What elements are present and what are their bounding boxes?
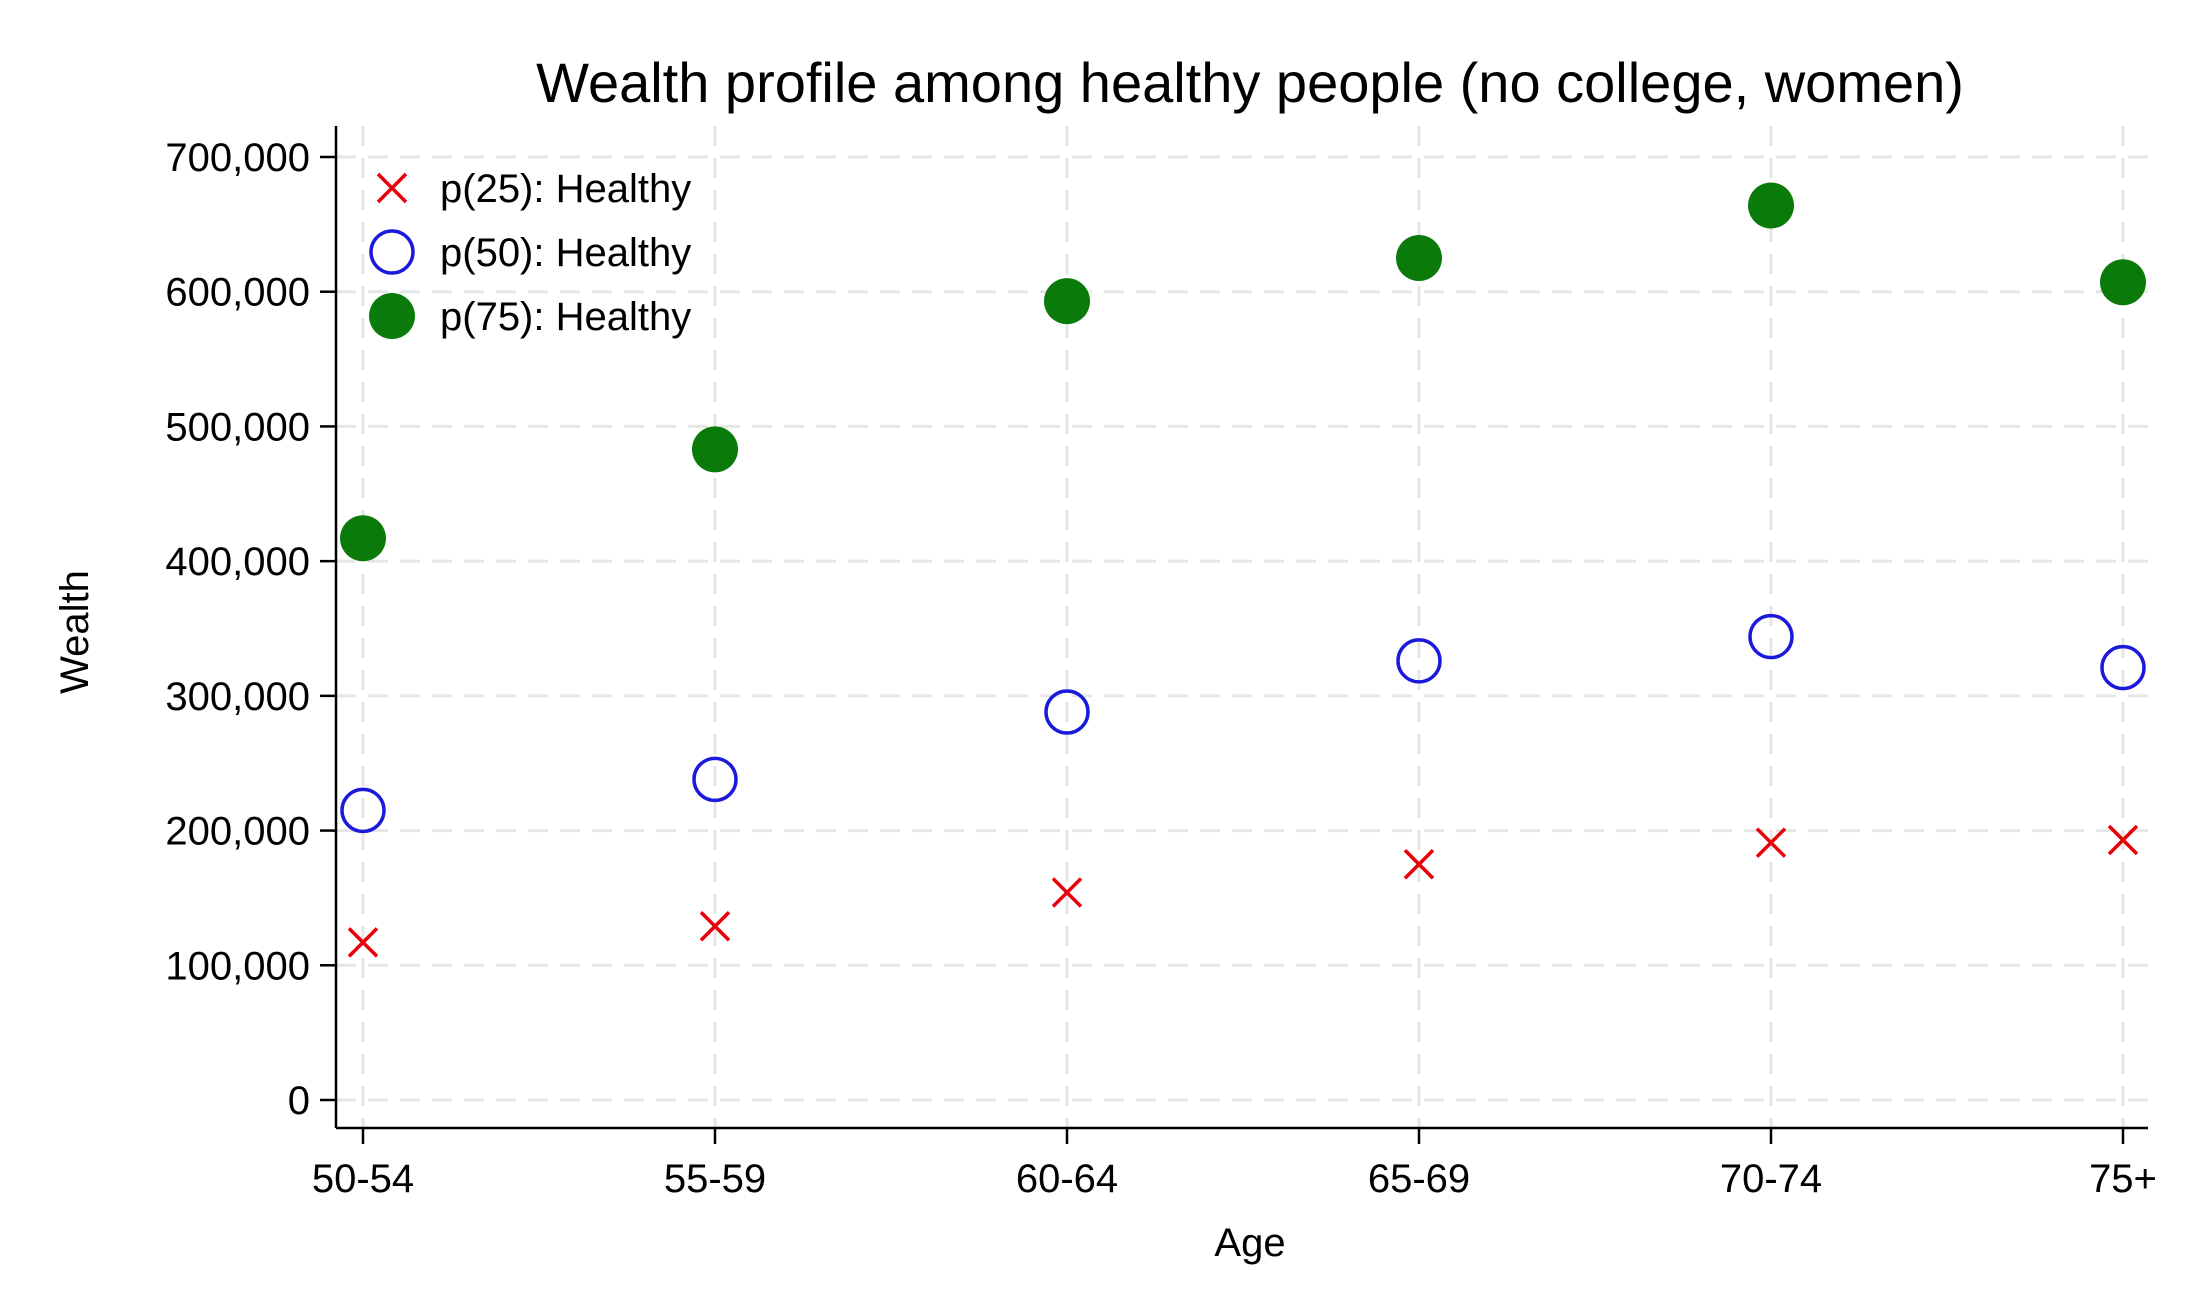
legend-marker [369, 229, 415, 275]
y-axis-title: Wealth [53, 570, 97, 694]
grid [336, 126, 2148, 1128]
x-marker-stroke [1051, 877, 1083, 908]
y-tick-label: 200,000 [165, 810, 310, 854]
x-tick-label: 55-59 [664, 1157, 766, 1201]
y-tick-label: 600,000 [165, 271, 310, 315]
x-marker-stroke [699, 910, 731, 942]
data-point [1396, 638, 1442, 684]
legend-marker [376, 172, 408, 204]
series-3 [340, 182, 2146, 562]
x-marker-stroke [347, 927, 379, 958]
data-point [1396, 235, 1442, 282]
legend-item: p(25): Healthy [376, 167, 691, 211]
series-1 [347, 824, 2139, 958]
data-point [692, 756, 738, 803]
y-tick-label: 700,000 [165, 136, 310, 180]
axes: 0 100,000 200,000 300,000 400,000 500,000 600,… [165, 126, 2157, 1201]
y-tick-label: 300,000 [165, 675, 310, 719]
legend-label: p(25): Healthy [440, 167, 691, 211]
data-point [2100, 259, 2146, 306]
data-marks [340, 182, 2146, 958]
data-point [347, 927, 379, 958]
data-point [1051, 877, 1083, 908]
data-point [692, 426, 738, 473]
series-2 [340, 613, 2146, 834]
data-point [1044, 689, 1090, 735]
y-tick-label: 0 [288, 1079, 310, 1123]
x-axis-title: Age [1214, 1221, 1285, 1265]
data-point [1748, 182, 1794, 229]
legend: p(25): Healthy p(50): Healthy p(75): Healt… [369, 167, 691, 339]
y-tick-label: 400,000 [165, 540, 310, 584]
x-tick-label: 75+ [2089, 1157, 2157, 1201]
data-point [1755, 827, 1787, 858]
x-marker-stroke [2107, 824, 2139, 856]
x-tick-label: 60-64 [1016, 1157, 1118, 1201]
y-tick-label: 100,000 [165, 944, 310, 988]
data-point [340, 515, 386, 562]
data-point [2107, 824, 2139, 856]
x-marker-stroke [376, 172, 408, 204]
data-point [699, 910, 731, 942]
chart-title: Wealth profile among healthy people (no … [536, 51, 1964, 114]
x-marker-stroke [1755, 827, 1787, 858]
data-point [2100, 644, 2146, 691]
legend-item: p(75): Healthy [369, 293, 691, 339]
legend-marker [369, 293, 415, 339]
data-point [1403, 849, 1435, 880]
y-tick-label: 500,000 [165, 405, 310, 449]
x-tick-label: 65-69 [1368, 1157, 1470, 1201]
data-point [1044, 278, 1090, 325]
x-tick-label: 50-54 [312, 1157, 414, 1201]
legend-label: p(50): Healthy [440, 231, 691, 275]
legend-item: p(50): Healthy [369, 229, 691, 275]
x-marker-stroke [1403, 849, 1435, 880]
data-point [340, 787, 386, 834]
x-tick-label: 70-74 [1720, 1157, 1822, 1201]
legend-label: p(75): Healthy [440, 295, 691, 339]
data-point [1748, 613, 1794, 660]
